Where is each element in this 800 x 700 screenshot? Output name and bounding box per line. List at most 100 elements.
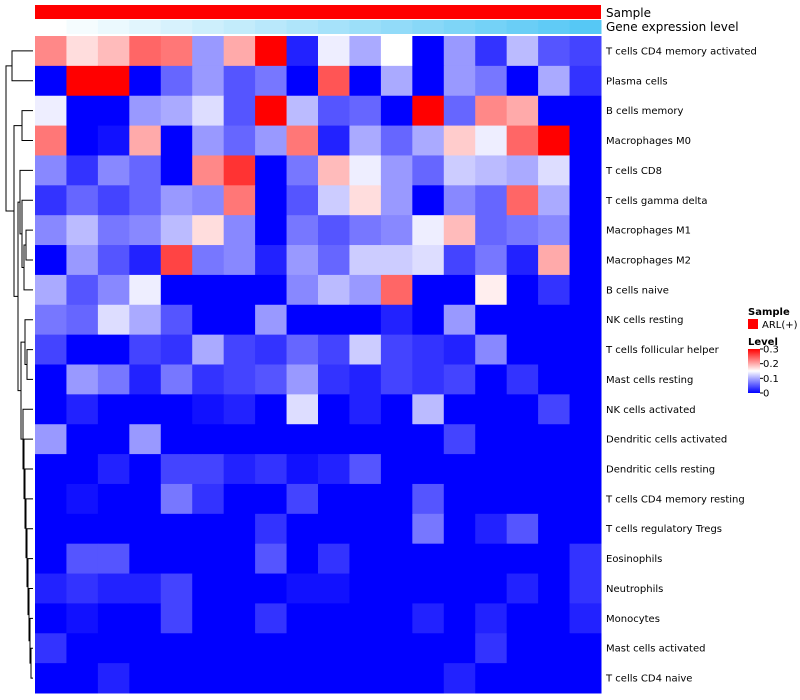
heatmap-cell [192,633,225,664]
heatmap-cell [97,155,130,186]
heatmap-cell [97,95,130,127]
heatmap-cell [538,125,571,156]
heatmap-cell [286,245,319,276]
row-label: T cells gamma delta [605,196,707,207]
heatmap-cell [223,125,256,156]
heatmap-cell [569,483,602,515]
heatmap-cell [475,245,508,276]
heatmap-cell [66,334,99,365]
heatmap-cell [66,663,99,694]
heatmap-cell [35,663,67,694]
heatmap-cell [318,245,350,276]
heatmap-cell [412,394,445,425]
heatmap-cell [223,603,256,634]
heatmap-cell [506,483,539,515]
dendrogram-branch [11,50,33,82]
heatmap-cell [286,304,319,336]
heatmap-cell [475,394,508,425]
row-dendrogram [5,50,33,679]
gene-expression-annotation-bar [35,20,602,34]
heatmap-cell [35,424,67,455]
heatmap-cell [412,573,445,604]
heatmap-cell [412,334,445,365]
heatmap-cell [255,454,288,485]
heatmap-cell [129,633,162,664]
heatmap-cell [538,513,571,545]
heatmap-cell [380,483,413,515]
heatmap-cell [255,394,288,425]
heatmap-cell [286,36,319,67]
heatmap-cell [412,483,445,515]
heatmap-cell [443,663,476,694]
legend-tick-label: 0 [763,389,769,400]
heatmap-cell [412,95,445,127]
heatmap-cell [129,65,162,97]
heatmap-cell [569,304,602,336]
heatmap-cell [318,513,350,545]
heatmap-cell [35,603,67,634]
heatmap-cell [443,424,476,455]
heatmap-cell [35,95,67,127]
heatmap-cell [318,185,350,216]
heatmap-cell [286,543,319,575]
heatmap-cell [66,364,99,395]
heatmap-cell [412,603,445,634]
heatmap-cell [192,334,225,365]
heatmap-cell [286,215,319,246]
row-label: T cells regulatory Tregs [605,524,722,535]
heatmap-cell [538,603,571,634]
gene-annotation-cell [443,20,476,34]
heatmap-cell [349,185,382,216]
heatmap-cell [318,543,350,575]
heatmap-cell [255,274,288,306]
gene-annotation-cell [318,20,350,34]
heatmap-cell [318,215,350,246]
heatmap-cell [255,304,288,336]
heatmap-cell [286,274,319,306]
heatmap-cell [569,603,602,634]
heatmap-cell [160,125,193,156]
heatmap-cell [192,663,225,694]
row-label: T cells CD4 memory activated [605,46,757,57]
heatmap-cell [286,633,319,664]
heatmap-cell [380,155,413,186]
heatmap-cell [192,274,225,306]
heatmap-cell [380,663,413,694]
heatmap-cell [66,215,99,246]
heatmap-cell [97,125,130,156]
gene-annotation-cell [380,20,413,34]
heatmap-cell [506,663,539,694]
heatmap-cell [318,304,350,336]
heatmap-cell [129,603,162,634]
dendrogram-branch [24,319,33,365]
heatmap-cell [286,95,319,127]
heatmap-cell [349,245,382,276]
heatmap-cell [569,573,602,604]
heatmap-cell [97,65,130,97]
heatmap-cell [349,364,382,395]
heatmap-cell [569,245,602,276]
heatmap-cell [160,573,193,604]
heatmap-cell [97,274,130,306]
row-label: Macrophages M0 [606,136,691,147]
heatmap-cell [380,334,413,365]
row-label: Dendritic cells resting [606,465,715,476]
heatmap-cell [160,334,193,365]
heatmap-cell [35,364,67,395]
heatmap-cell [475,125,508,156]
heatmap-cell [223,65,256,97]
heatmap-cell [318,424,350,455]
row-label: T cells CD4 naive [605,674,692,685]
heatmap-cell [66,274,99,306]
heatmap-cell [349,394,382,425]
heatmap-cell [538,483,571,515]
heatmap-cell [506,603,539,634]
heatmap-cell [412,304,445,336]
heatmap-cell [255,424,288,455]
heatmap-cell [223,633,256,664]
heatmap-cell [349,633,382,664]
heatmap-cell [129,543,162,575]
heatmap-cell [506,543,539,575]
heatmap-cell [286,185,319,216]
